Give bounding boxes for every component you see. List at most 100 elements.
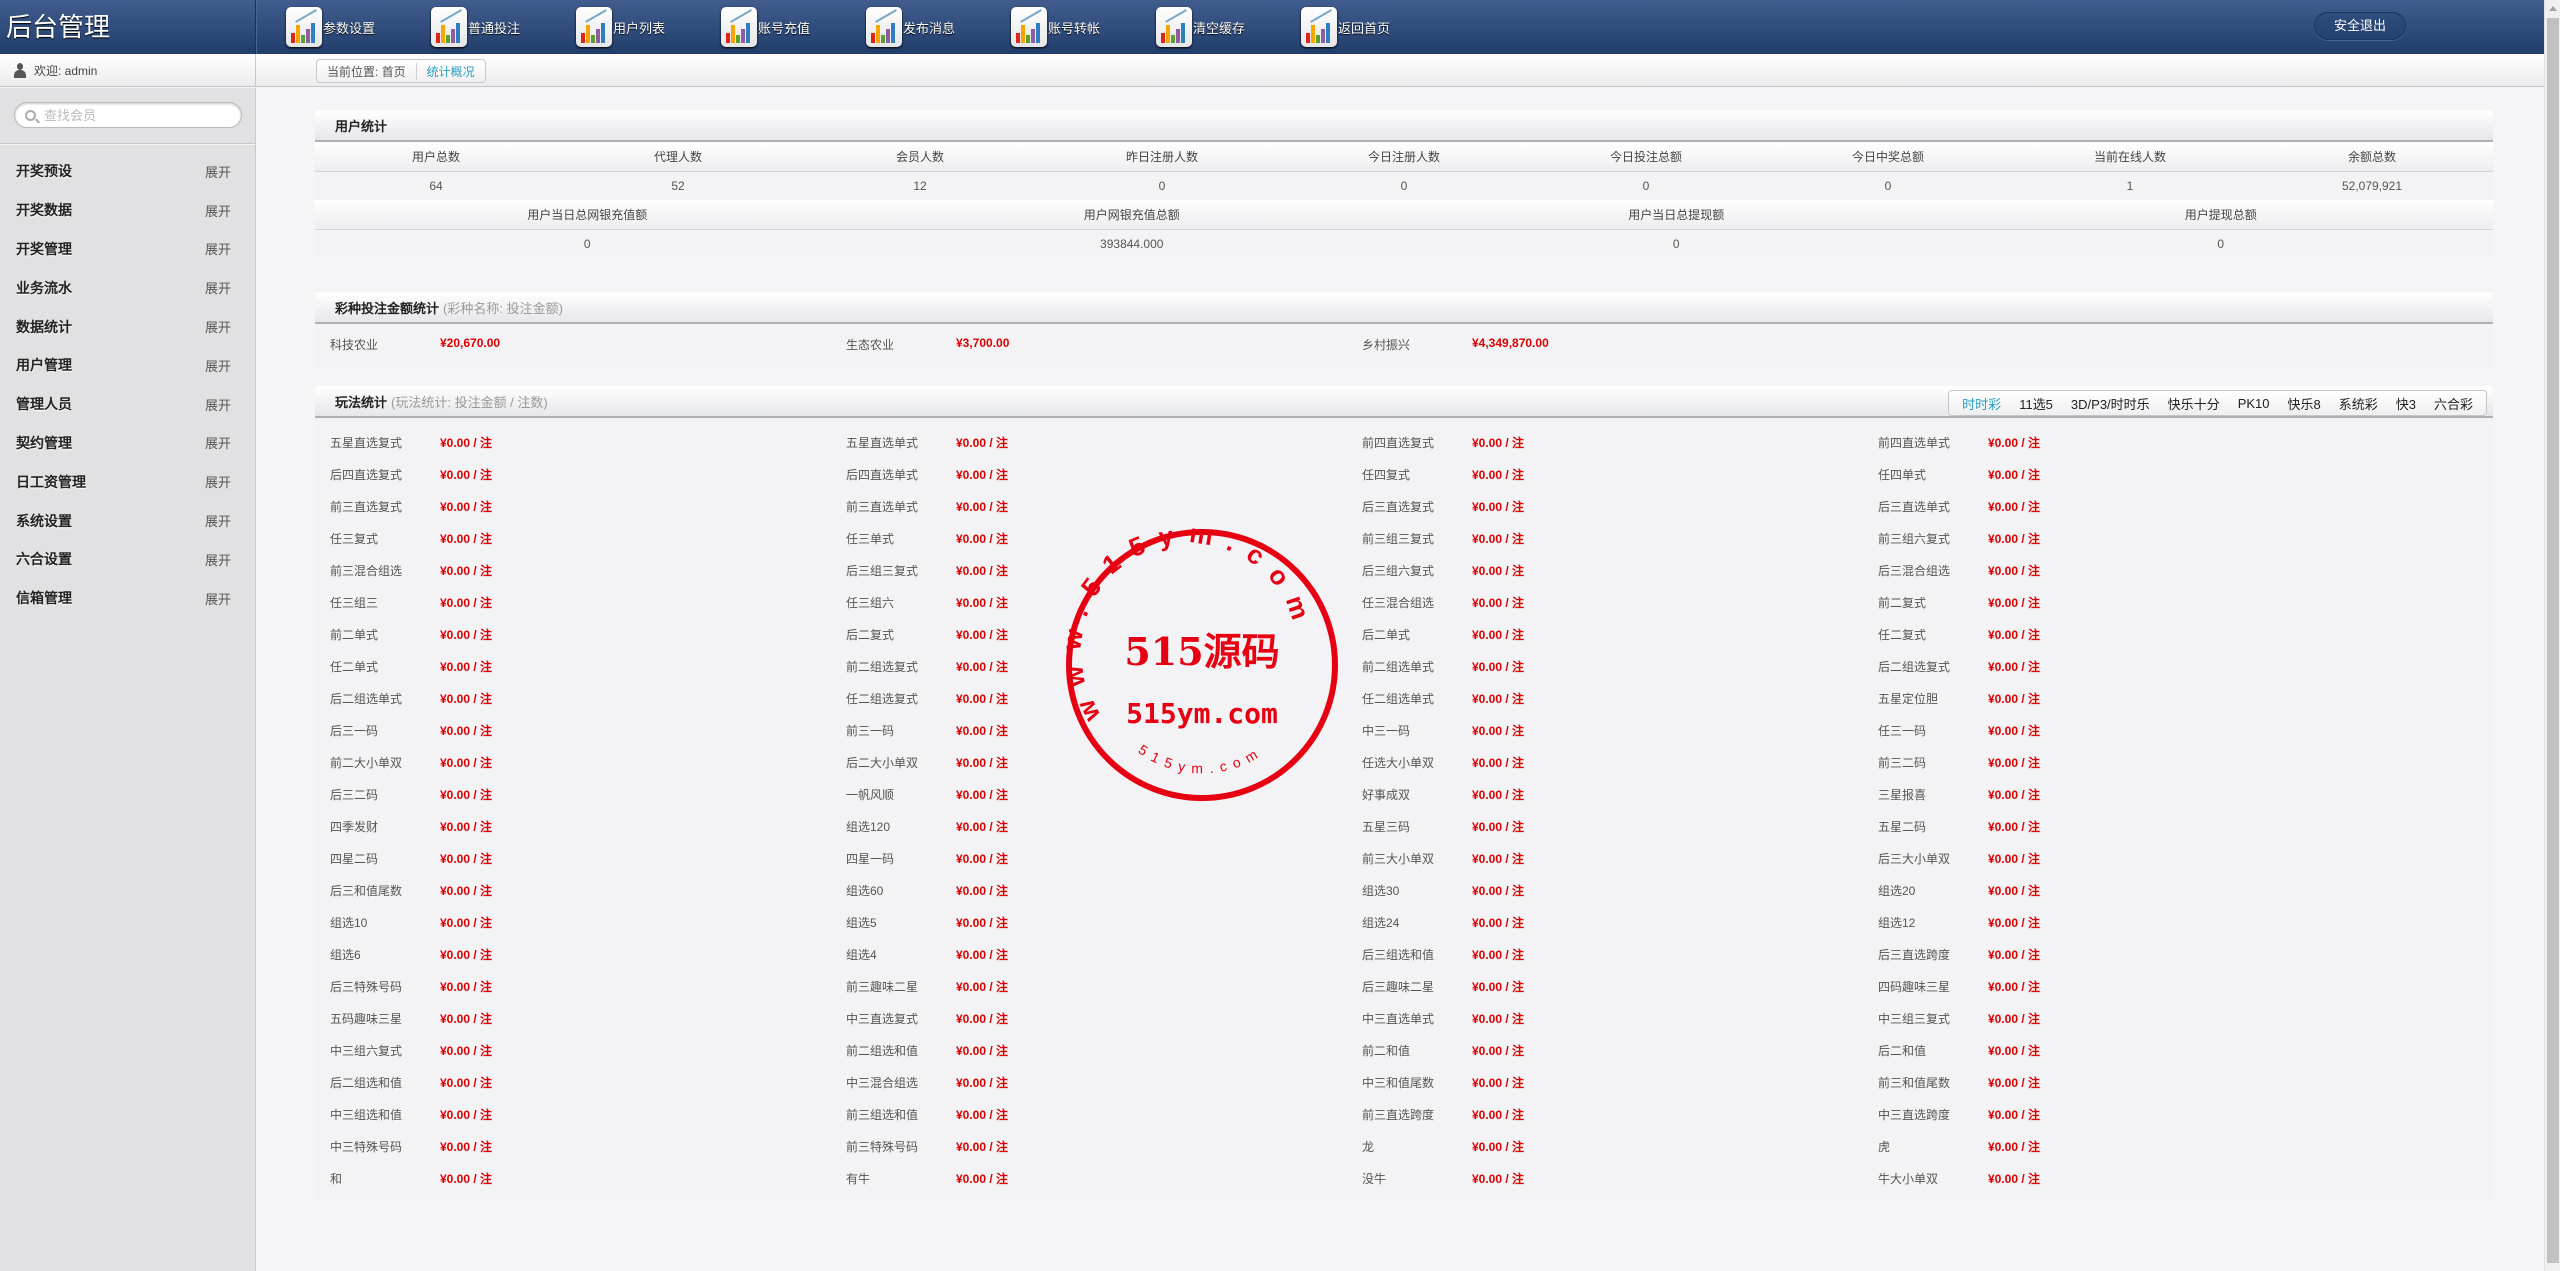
play-amount: ¥0.00 / 注 xyxy=(440,755,493,770)
nav-item[interactable]: 账号转帐 xyxy=(1011,0,1156,54)
play-amount: ¥0.00 / 注 xyxy=(956,723,1009,738)
play-amount: ¥0.00 / 注 xyxy=(1988,979,2041,994)
scrollbar-thumb[interactable] xyxy=(2547,18,2559,1263)
play-amount: ¥0.00 / 注 xyxy=(1988,1011,2041,1026)
play-name: 前三混合组选 xyxy=(330,563,403,578)
play-item: 后二大小单双 ¥0.00 / 注 xyxy=(846,746,1362,778)
play-name: 任二单式 xyxy=(330,659,379,674)
expand-toggle[interactable]: 展开 xyxy=(204,281,231,297)
sidebar-item[interactable]: 数据统计 展开 xyxy=(0,307,255,346)
breadcrumb: 当前位置: 首页 统计概况 xyxy=(316,59,486,83)
play-amount: ¥0.00 / 注 xyxy=(956,819,1009,834)
sidebar-item[interactable]: 六合设置 展开 xyxy=(0,540,255,579)
expand-toggle[interactable]: 展开 xyxy=(204,552,231,568)
expand-toggle[interactable]: 展开 xyxy=(204,320,231,336)
panel-header: 玩法统计 (玩法统计: 投注金额 / 注数) 时时彩 11选5 3D/P3/时时乐 快… xyxy=(315,386,2493,418)
panel-title: 玩法统计 xyxy=(335,394,388,410)
play-amount: ¥0.00 / 注 xyxy=(1988,723,2041,738)
expand-toggle[interactable]: 展开 xyxy=(204,475,231,491)
play-name: 中三组选和值 xyxy=(330,1107,403,1122)
user-stats-panel: 用户统计 用户总数 代理人数 会员人数 昨日注册人数 今日注册人数 今日投注总额 今日中奖总… xyxy=(315,110,2493,258)
nav-item[interactable]: 发布消息 xyxy=(866,0,1011,54)
tab-lottery[interactable]: 快3 xyxy=(2395,396,2416,412)
play-item: 中三混合组选 ¥0.00 / 注 xyxy=(846,1066,1362,1098)
tab-lottery[interactable]: 快乐十分 xyxy=(2167,396,2220,412)
play-amount: ¥0.00 / 注 xyxy=(440,499,493,514)
play-item: 后三直选跨度 ¥0.00 / 注 xyxy=(1878,938,2394,970)
nav-label: 普通投注 xyxy=(468,20,521,36)
play-name: 前二和值 xyxy=(1362,1043,1411,1058)
sidebar-item[interactable]: 信箱管理 展开 xyxy=(0,579,255,618)
tab-lottery[interactable]: 11选5 xyxy=(2019,396,2053,412)
tab-lottery[interactable]: 系统彩 xyxy=(2338,396,2378,412)
expand-toggle[interactable]: 展开 xyxy=(204,397,231,413)
expand-toggle[interactable]: 展开 xyxy=(204,591,231,607)
sidebar-item[interactable]: 日工资管理 展开 xyxy=(0,462,255,501)
sidebar-item[interactable]: 业务流水 展开 xyxy=(0,268,255,307)
play-name: 五星二码 xyxy=(1878,819,1927,834)
nav-label: 账号转帐 xyxy=(1048,20,1101,36)
sidebar-item[interactable]: 开奖管理 展开 xyxy=(0,230,255,269)
expand-toggle[interactable]: 展开 xyxy=(204,203,231,219)
nav-item[interactable]: 账号充值 xyxy=(721,0,866,54)
play-amount: ¥0.00 / 注 xyxy=(440,851,493,866)
nav-item[interactable]: 用户列表 xyxy=(576,0,721,54)
search-input[interactable] xyxy=(42,106,222,124)
expand-toggle[interactable]: 展开 xyxy=(204,164,231,180)
sidebar-item[interactable]: 契约管理 展开 xyxy=(0,424,255,463)
play-item: 任三混合组选 ¥0.00 / 注 xyxy=(1362,586,1878,618)
play-item: 后二组选单式 ¥0.00 / 注 xyxy=(330,682,846,714)
play-name: 组选30 xyxy=(1362,883,1400,898)
play-item: 前二组选复式 ¥0.00 / 注 xyxy=(846,650,1362,682)
play-item: 任二组选单式 ¥0.00 / 注 xyxy=(1362,682,1878,714)
play-amount: ¥0.00 / 注 xyxy=(1472,691,1525,706)
expand-toggle[interactable]: 展开 xyxy=(204,242,231,258)
play-amount: ¥0.00 / 注 xyxy=(440,947,493,962)
play-amount: ¥0.00 / 注 xyxy=(1988,947,2041,962)
play-item: 中三直选复式 ¥0.00 / 注 xyxy=(846,1002,1362,1034)
play-amount: ¥0.00 / 注 xyxy=(440,595,493,610)
tab-lottery[interactable]: 快乐8 xyxy=(2287,396,2321,412)
play-name: 组选20 xyxy=(1878,883,1916,898)
sidebar-item[interactable]: 开奖数据 展开 xyxy=(0,191,255,230)
play-name: 任三一码 xyxy=(1878,723,1927,738)
sidebar-item[interactable]: 开奖预设 展开 xyxy=(0,152,255,191)
play-item: 任四单式 ¥0.00 / 注 xyxy=(1878,458,2394,490)
logout-button[interactable]: 安全退出 xyxy=(2314,12,2406,40)
page-scrollbar[interactable] xyxy=(2544,0,2560,1271)
play-amount: ¥0.00 / 注 xyxy=(1988,531,2041,546)
play-item: 组选24 ¥0.00 / 注 xyxy=(1362,906,1878,938)
nav-item[interactable]: 普通投注 xyxy=(431,0,576,54)
lottery-amount: ¥20,670.00 xyxy=(440,335,501,350)
play-name: 后二组选复式 xyxy=(1878,659,1951,674)
tab-lottery[interactable]: PK10 xyxy=(2237,395,2270,411)
breadcrumb-home[interactable]: 当前位置: 首页 xyxy=(327,64,406,79)
scroll-up-arrow-icon[interactable] xyxy=(2549,6,2557,11)
play-amount: ¥0.00 / 注 xyxy=(1988,435,2041,450)
sidebar-item[interactable]: 系统设置 展开 xyxy=(0,501,255,540)
expand-toggle[interactable]: 展开 xyxy=(204,514,231,530)
sidebar-item[interactable]: 管理人员 展开 xyxy=(0,385,255,424)
play-amount: ¥0.00 / 注 xyxy=(956,563,1009,578)
play-amount: ¥0.00 / 注 xyxy=(1988,851,2041,866)
sidebar-item[interactable]: 用户管理 展开 xyxy=(0,346,255,385)
chart-icon xyxy=(576,7,612,47)
play-name: 后三大小单双 xyxy=(1878,851,1951,866)
sidebar-item-label: 管理人员 xyxy=(16,396,72,413)
expand-toggle[interactable]: 展开 xyxy=(204,358,231,374)
play-item: 牛大小单双 ¥0.00 / 注 xyxy=(1878,1162,2394,1194)
play-name: 后三二码 xyxy=(330,787,379,802)
tab-lottery[interactable]: 3D/P3/时时乐 xyxy=(2070,396,2150,412)
nav-item[interactable]: 清空缓存 xyxy=(1156,0,1301,54)
tab-lottery[interactable]: 六合彩 xyxy=(2433,396,2473,412)
play-item: 中三组六复式 ¥0.00 / 注 xyxy=(330,1034,846,1066)
nav-item[interactable]: 返回首页 xyxy=(1301,0,1446,54)
play-item: 五星二码 ¥0.00 / 注 xyxy=(1878,810,2394,842)
play-item: 后三组六复式 ¥0.00 / 注 xyxy=(1362,554,1878,586)
play-item: 后二复式 ¥0.00 / 注 xyxy=(846,618,1362,650)
tab-lottery[interactable]: 时时彩 xyxy=(1962,396,2002,412)
stat-header: 用户当日总网银充值额 xyxy=(315,200,860,230)
nav-item[interactable]: 参数设置 xyxy=(286,0,431,54)
play-name: 组选6 xyxy=(330,947,361,962)
expand-toggle[interactable]: 展开 xyxy=(204,436,231,452)
